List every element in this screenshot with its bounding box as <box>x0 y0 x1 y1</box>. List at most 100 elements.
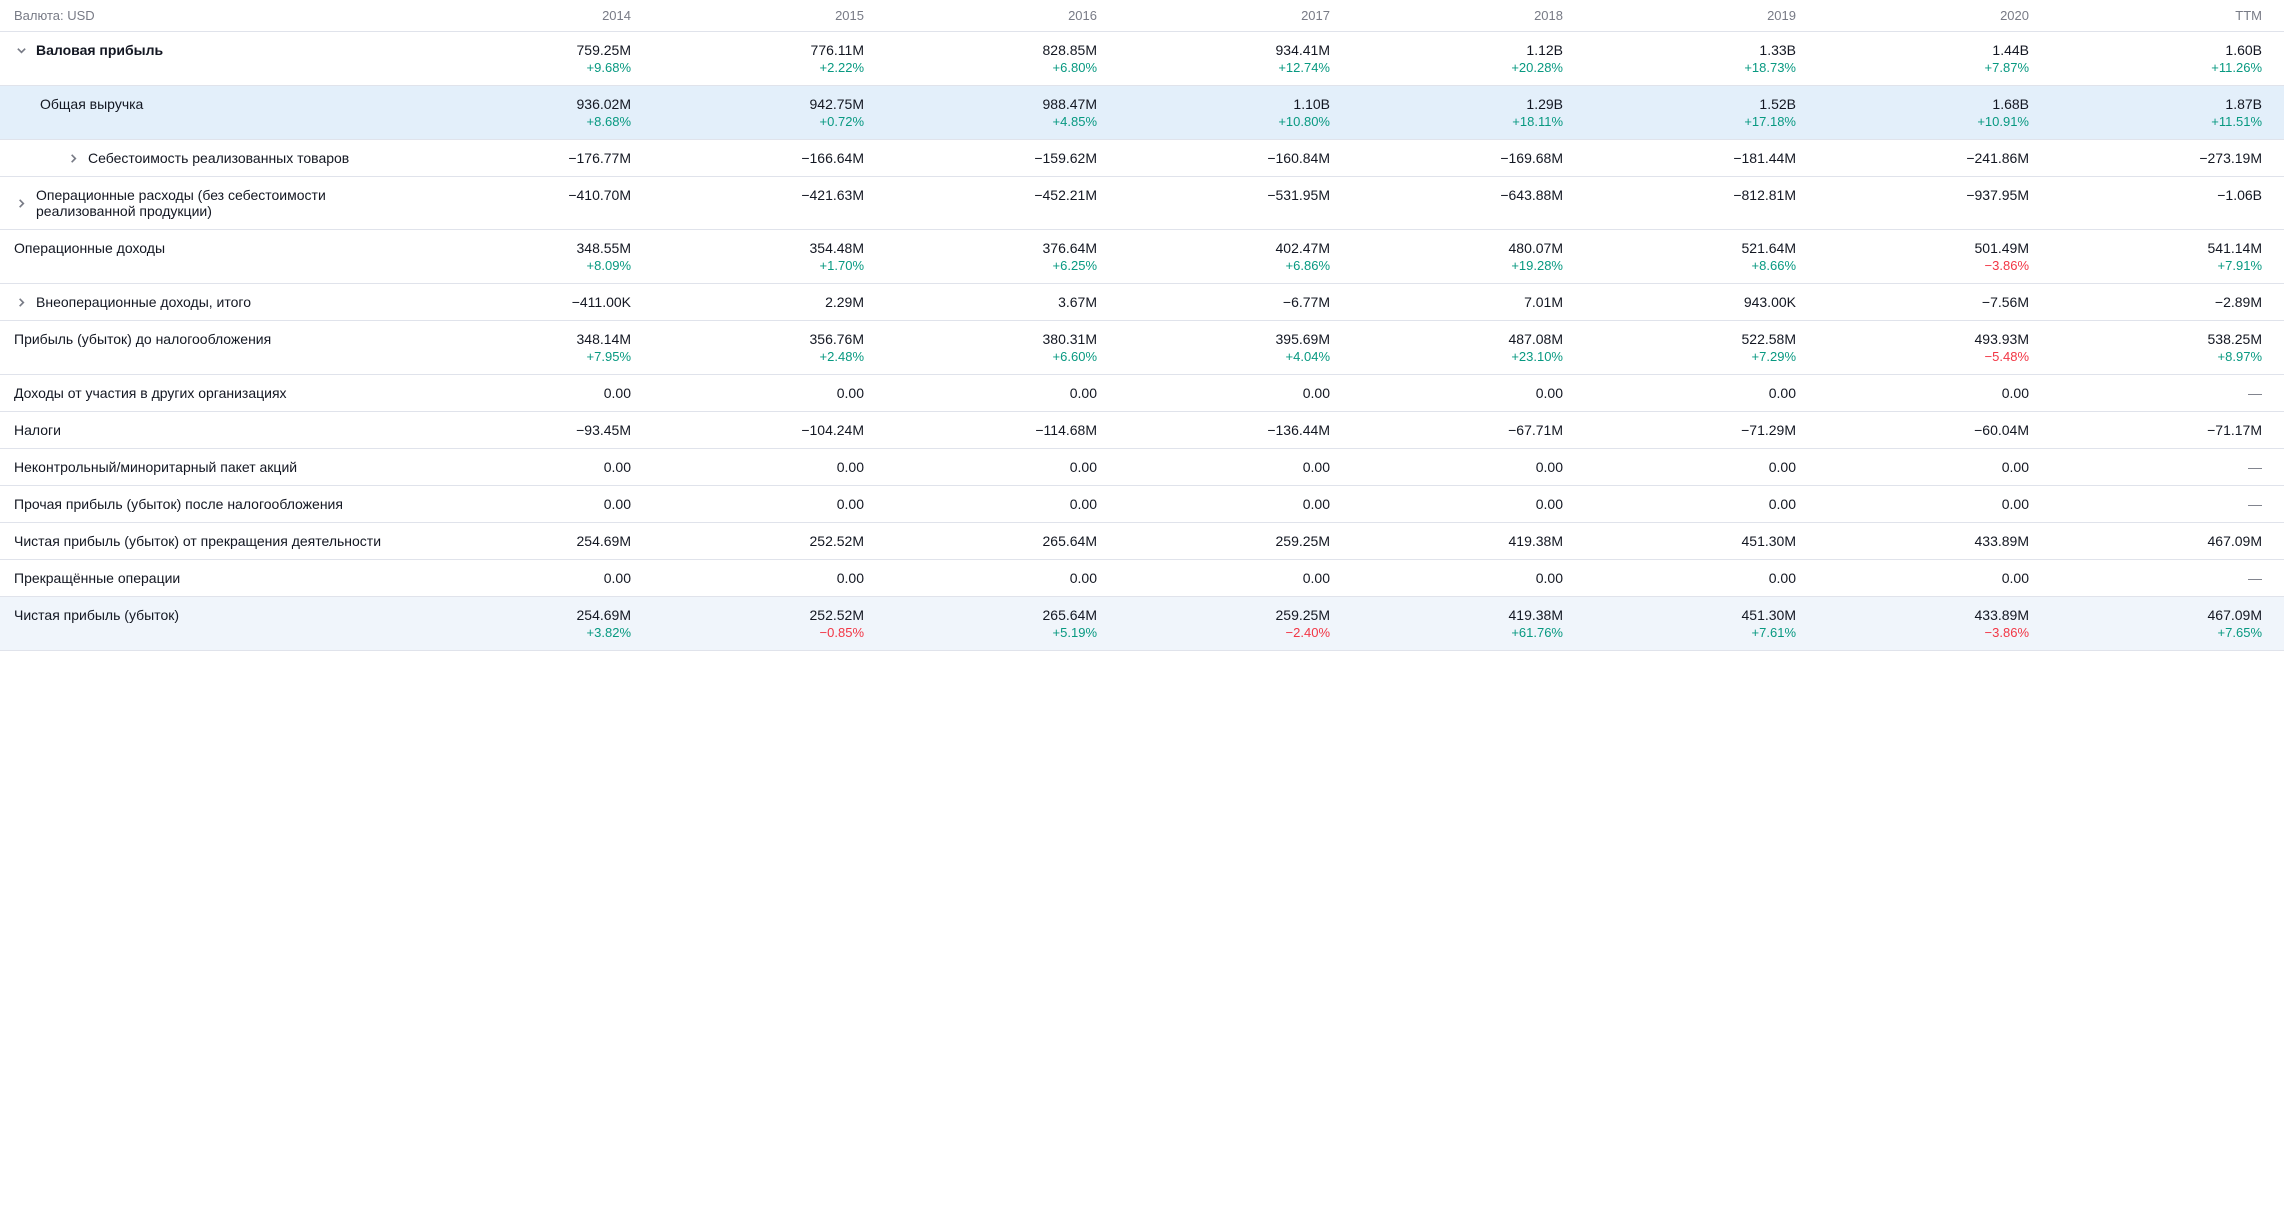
cell-pct-change: +8.09% <box>587 258 631 273</box>
table-row[interactable]: Чистая прибыль (убыток) от прекращения д… <box>0 523 2284 560</box>
value-cell: 3.67M <box>886 294 1119 310</box>
financials-table: Валюта: USD 2014201520162017201820192020… <box>0 0 2284 651</box>
row-label: Налоги <box>14 422 61 438</box>
cell-value: −643.88M <box>1500 187 1563 203</box>
table-row[interactable]: Внеоперационные доходы, итого−411.00K2.2… <box>0 284 2284 321</box>
cell-pct-change: +6.25% <box>1053 258 1097 273</box>
cell-value: 1.12B <box>1526 42 1563 58</box>
table-row[interactable]: Операционные расходы (без себестоимости … <box>0 177 2284 230</box>
row-label: Валовая прибыль <box>36 42 163 58</box>
cell-value: 1.10B <box>1293 96 1330 112</box>
cell-value: 265.64M <box>1043 607 1097 623</box>
cell-value: 493.93M <box>1975 331 2029 347</box>
value-cell: 828.85M +6.80% <box>886 42 1119 75</box>
column-header[interactable]: 2015 <box>653 8 886 23</box>
row-label-cell: Доходы от участия в других организациях <box>0 385 420 401</box>
cell-value: 828.85M <box>1043 42 1097 58</box>
value-cell: 254.69M+3.82% <box>420 607 653 640</box>
table-row[interactable]: Общая выручка936.02M+8.68%942.75M+0.72%9… <box>0 86 2284 140</box>
column-header[interactable]: 2018 <box>1352 8 1585 23</box>
value-cell: 259.25M <box>1119 533 1352 549</box>
value-cell: 1.87B+11.51% <box>2051 96 2284 129</box>
chevron-right-icon[interactable] <box>14 295 28 309</box>
value-cell: −104.24M <box>653 422 886 438</box>
row-label: Прочая прибыль (убыток) после налогообло… <box>14 496 343 512</box>
cell-value: — <box>2248 570 2262 586</box>
cell-value: 356.76M <box>810 331 864 347</box>
cell-value: −67.71M <box>1508 422 1563 438</box>
table-row[interactable]: Операционные доходы348.55M+8.09%354.48M+… <box>0 230 2284 284</box>
cell-value: 0.00 <box>604 459 631 475</box>
cell-pct-change: −5.48% <box>1985 349 2029 364</box>
value-cell: 0.00 <box>1119 570 1352 586</box>
cell-value: 0.00 <box>1536 570 1563 586</box>
table-row[interactable]: Налоги−93.45M−104.24M−114.68M−136.44M−67… <box>0 412 2284 449</box>
value-cell: 467.09M+7.65% <box>2051 607 2284 640</box>
cell-value: 348.14M <box>577 331 631 347</box>
value-cell: 934.41M+12.74% <box>1119 42 1352 75</box>
table-row[interactable]: Себестоимость реализованных товаров−176.… <box>0 140 2284 177</box>
value-cell: 0.00 <box>1585 459 1818 475</box>
cell-value: −411.00K <box>572 294 631 310</box>
cell-value: 354.48M <box>810 240 864 256</box>
value-cell: 0.00 <box>653 496 886 512</box>
chevron-down-icon[interactable] <box>14 43 28 57</box>
value-cell: 1.29B+18.11% <box>1352 96 1585 129</box>
cell-pct-change: +6.80% <box>1053 60 1097 75</box>
value-cell: 419.38M <box>1352 533 1585 549</box>
column-header[interactable]: TTM <box>2051 8 2284 23</box>
cell-value: 419.38M <box>1509 607 1563 623</box>
cell-pct-change: +2.22% <box>820 60 864 75</box>
cell-value: 776.11M <box>811 42 864 58</box>
cell-value: −71.17M <box>2207 422 2262 438</box>
row-label: Операционные расходы (без себестоимости … <box>36 187 420 219</box>
column-header[interactable]: 2019 <box>1585 8 1818 23</box>
cell-value: 2.29M <box>825 294 864 310</box>
table-row[interactable]: Прекращённые операции0.000.000.000.000.0… <box>0 560 2284 597</box>
cell-value: 1.33B <box>1759 42 1796 58</box>
cell-value: 0.00 <box>1769 459 1796 475</box>
value-cell: 348.14M +7.95% <box>420 331 653 364</box>
column-header[interactable]: 2016 <box>886 8 1119 23</box>
value-cell: 0.00 <box>886 496 1119 512</box>
value-cell: 356.76M+2.48% <box>653 331 886 364</box>
value-cell: 265.64M+5.19% <box>886 607 1119 640</box>
table-row[interactable]: Неконтрольный/миноритарный пакет акций0.… <box>0 449 2284 486</box>
cell-pct-change: +10.91% <box>1977 114 2029 129</box>
cell-value: 0.00 <box>1070 385 1097 401</box>
column-header[interactable]: 2017 <box>1119 8 1352 23</box>
value-cell: −643.88M <box>1352 187 1585 203</box>
value-cell: 0.00 <box>1352 459 1585 475</box>
column-header[interactable]: 2014 <box>420 8 653 23</box>
cell-value: 0.00 <box>1769 496 1796 512</box>
cell-value: — <box>2248 385 2262 401</box>
cell-value: 0.00 <box>2002 385 2029 401</box>
value-cell: 252.52M−0.85% <box>653 607 886 640</box>
cell-value: 521.64M <box>1742 240 1796 256</box>
cell-value: 1.68B <box>1992 96 2029 112</box>
table-row[interactable]: Доходы от участия в других организациях 0… <box>0 375 2284 412</box>
value-cell: 1.60B+11.26% <box>2051 42 2284 75</box>
column-header[interactable]: 2020 <box>1818 8 2051 23</box>
table-row[interactable]: Валовая прибыль759.25M+9.68%776.11M+2.22… <box>0 32 2284 86</box>
cell-pct-change: +4.04% <box>1286 349 1330 364</box>
cell-value: 943.00K <box>1744 294 1796 310</box>
cell-value: 259.25M <box>1276 607 1330 623</box>
value-cell: −7.56M <box>1818 294 2051 310</box>
cell-pct-change: +6.86% <box>1286 258 1330 273</box>
table-row[interactable]: Чистая прибыль (убыток)254.69M+3.82%252.… <box>0 597 2284 651</box>
value-cell: 380.31M+6.60% <box>886 331 1119 364</box>
value-cell: 259.25M−2.40% <box>1119 607 1352 640</box>
chevron-right-icon[interactable] <box>66 151 80 165</box>
cell-pct-change: +7.95% <box>587 349 631 364</box>
table-row[interactable]: Прибыль (убыток) до налогообложения348.1… <box>0 321 2284 375</box>
chevron-right-icon[interactable] <box>14 196 28 210</box>
table-row[interactable]: Прочая прибыль (убыток) после налогообло… <box>0 486 2284 523</box>
cell-value: −452.21M <box>1034 187 1097 203</box>
cell-pct-change: +11.51% <box>2211 114 2262 129</box>
row-label: Операционные доходы <box>14 240 165 256</box>
value-cell: 942.75M+0.72% <box>653 96 886 129</box>
cell-value: −7.56M <box>1982 294 2029 310</box>
cell-pct-change: +20.28% <box>1511 60 1563 75</box>
cell-value: 0.00 <box>1303 496 1330 512</box>
